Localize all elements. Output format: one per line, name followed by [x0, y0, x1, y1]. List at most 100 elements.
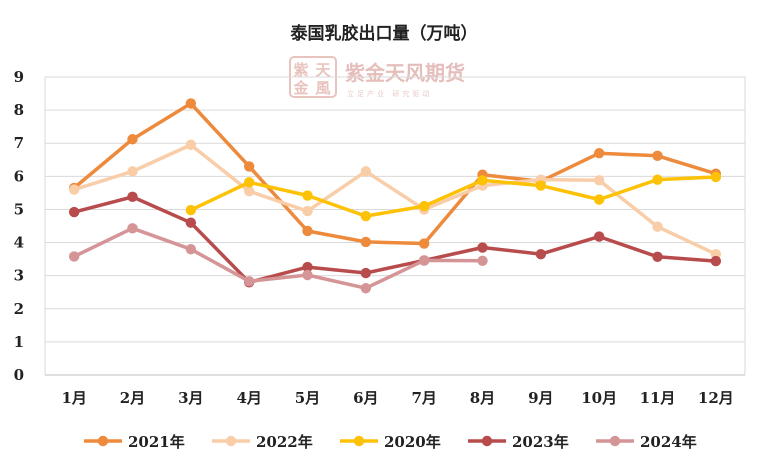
data-point: [710, 171, 722, 183]
data-point: [68, 206, 80, 218]
y-tick-label: 6: [14, 167, 24, 185]
x-tick-label: 9月: [528, 389, 553, 407]
legend-item: 2020年: [340, 433, 441, 451]
data-point: [477, 255, 488, 266]
data-point: [302, 205, 313, 217]
data-point: [360, 236, 372, 248]
x-tick-label: 4月: [236, 389, 261, 407]
x-tick-label: 10月: [581, 389, 617, 407]
watermark-logo: 紫 天 金 風 紫金天风期货 立足产业 研究驱动: [289, 56, 465, 98]
x-tick-label: 12月: [698, 389, 734, 407]
data-point: [185, 98, 197, 109]
watermark-brand-text: 紫金天风期货: [345, 61, 465, 85]
series-2021年: [68, 98, 722, 249]
x-tick-label: 8月: [470, 389, 495, 407]
watermark-seal-char: 天: [315, 61, 331, 79]
data-point: [418, 200, 430, 212]
x-tick-label: 6月: [353, 389, 378, 407]
data-point: [710, 255, 722, 267]
legend-item: 2023年: [468, 433, 569, 451]
chart-title: 泰国乳胶出口量（万吨）: [291, 23, 478, 44]
data-point: [593, 231, 605, 242]
legend-swatch-marker: [353, 435, 365, 447]
data-point: [360, 283, 372, 294]
y-tick-label: 7: [14, 134, 24, 152]
y-tick-label: 8: [14, 101, 24, 119]
series-line: [72, 101, 718, 246]
x-tick-label: 2月: [120, 389, 145, 407]
series-group: [68, 98, 722, 294]
data-point: [127, 191, 138, 203]
y-tick-label: 5: [14, 200, 24, 218]
data-point: [652, 174, 663, 185]
legend: 2021年 2022年 2020年 2023年 2024年: [84, 433, 697, 451]
data-point: [127, 223, 138, 234]
data-point: [302, 269, 313, 281]
x-tick-label: 11月: [640, 389, 676, 407]
y-tick-label: 3: [14, 267, 24, 285]
legend-swatch-marker: [225, 435, 237, 447]
legend-item: 2024年: [596, 433, 697, 451]
data-point: [243, 186, 255, 197]
y-axis: 0 1 2 3 4 5 6 7 8 9: [14, 68, 24, 384]
data-point: [185, 139, 197, 151]
x-tick-label: 5月: [295, 389, 320, 407]
legend-swatch-marker: [97, 435, 109, 447]
x-tick-label: 1月: [61, 389, 86, 407]
legend-swatch-marker: [609, 435, 621, 447]
data-point: [360, 267, 372, 279]
y-tick-label: 4: [14, 234, 24, 252]
data-point: [360, 210, 372, 222]
data-point: [418, 238, 430, 249]
x-tick-label: 7月: [411, 389, 436, 407]
x-axis: 1月 2月 3月 4月 5月 6月 7月 8月 9月 10月 11月 12月: [61, 389, 733, 407]
x-tick-label: 3月: [178, 389, 203, 407]
data-point: [652, 221, 663, 232]
data-point: [68, 251, 80, 262]
y-tick-label: 2: [14, 300, 24, 318]
watermark-seal-char: 紫: [293, 61, 308, 79]
data-point: [593, 194, 605, 205]
data-point: [243, 161, 255, 172]
series-2023年: [68, 191, 722, 288]
data-point: [185, 243, 197, 255]
data-point: [360, 166, 372, 177]
data-point: [302, 225, 313, 237]
data-point: [68, 184, 80, 195]
grid: [44, 76, 746, 376]
legend-label: 2020年: [384, 433, 441, 451]
y-tick-label: 0: [14, 366, 24, 384]
watermark-seal-char: 風: [315, 79, 330, 97]
data-point: [418, 255, 430, 266]
data-point: [593, 147, 605, 159]
watermark-seal-char: 金: [292, 79, 309, 97]
data-point: [652, 251, 663, 262]
y-tick-label: 1: [14, 333, 24, 351]
legend-label: 2023年: [512, 433, 569, 451]
series-2020年: [185, 171, 722, 222]
legend-item: 2021年: [84, 433, 185, 451]
data-point: [535, 248, 547, 260]
y-tick-label: 9: [14, 68, 24, 86]
data-point: [127, 166, 138, 177]
data-point: [243, 276, 255, 287]
data-point: [243, 177, 255, 188]
data-point: [535, 180, 547, 191]
data-point: [593, 175, 605, 186]
data-point: [652, 150, 663, 162]
data-point: [185, 217, 197, 228]
data-point: [302, 261, 313, 273]
legend-item: 2022年: [212, 433, 313, 451]
legend-label: 2021年: [128, 433, 185, 451]
watermark-slogan: 立足产业 研究驱动: [347, 89, 432, 98]
series-line: [72, 195, 718, 285]
data-point: [302, 190, 313, 201]
legend-swatch-marker: [481, 435, 493, 447]
series-2024年: [68, 223, 488, 294]
legend-label: 2024年: [640, 433, 697, 451]
series-line: [189, 175, 718, 218]
data-point: [185, 204, 197, 216]
series-line: [72, 226, 485, 290]
data-point: [127, 134, 138, 145]
